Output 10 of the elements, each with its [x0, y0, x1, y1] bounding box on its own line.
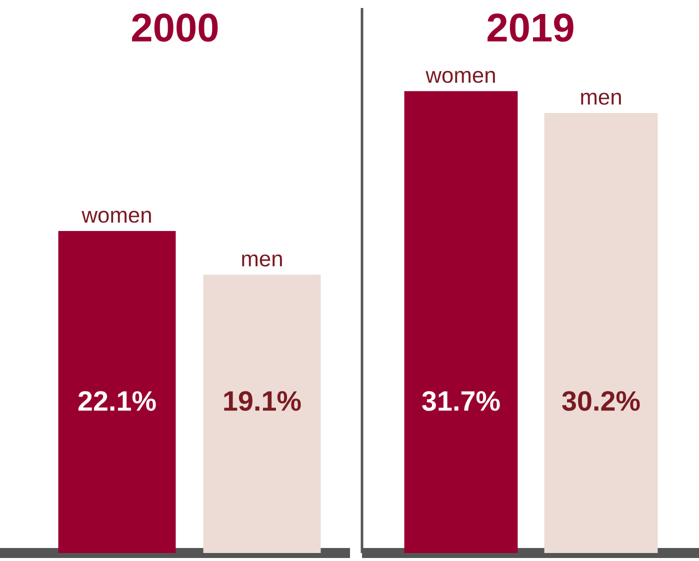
data-label: 31.7% [422, 391, 500, 411]
x-tick-label: women [426, 70, 495, 83]
x-tick-label: men [581, 92, 621, 105]
chart-title: 2019 [488, 14, 574, 42]
data-label: 22.1% [78, 391, 156, 411]
x-tick-label: men [242, 254, 282, 267]
chart-title: 2000 [132, 14, 218, 42]
x-tick-label: women [82, 210, 151, 223]
data-label: 30.2% [562, 391, 640, 411]
data-label: 19.1% [224, 391, 301, 411]
